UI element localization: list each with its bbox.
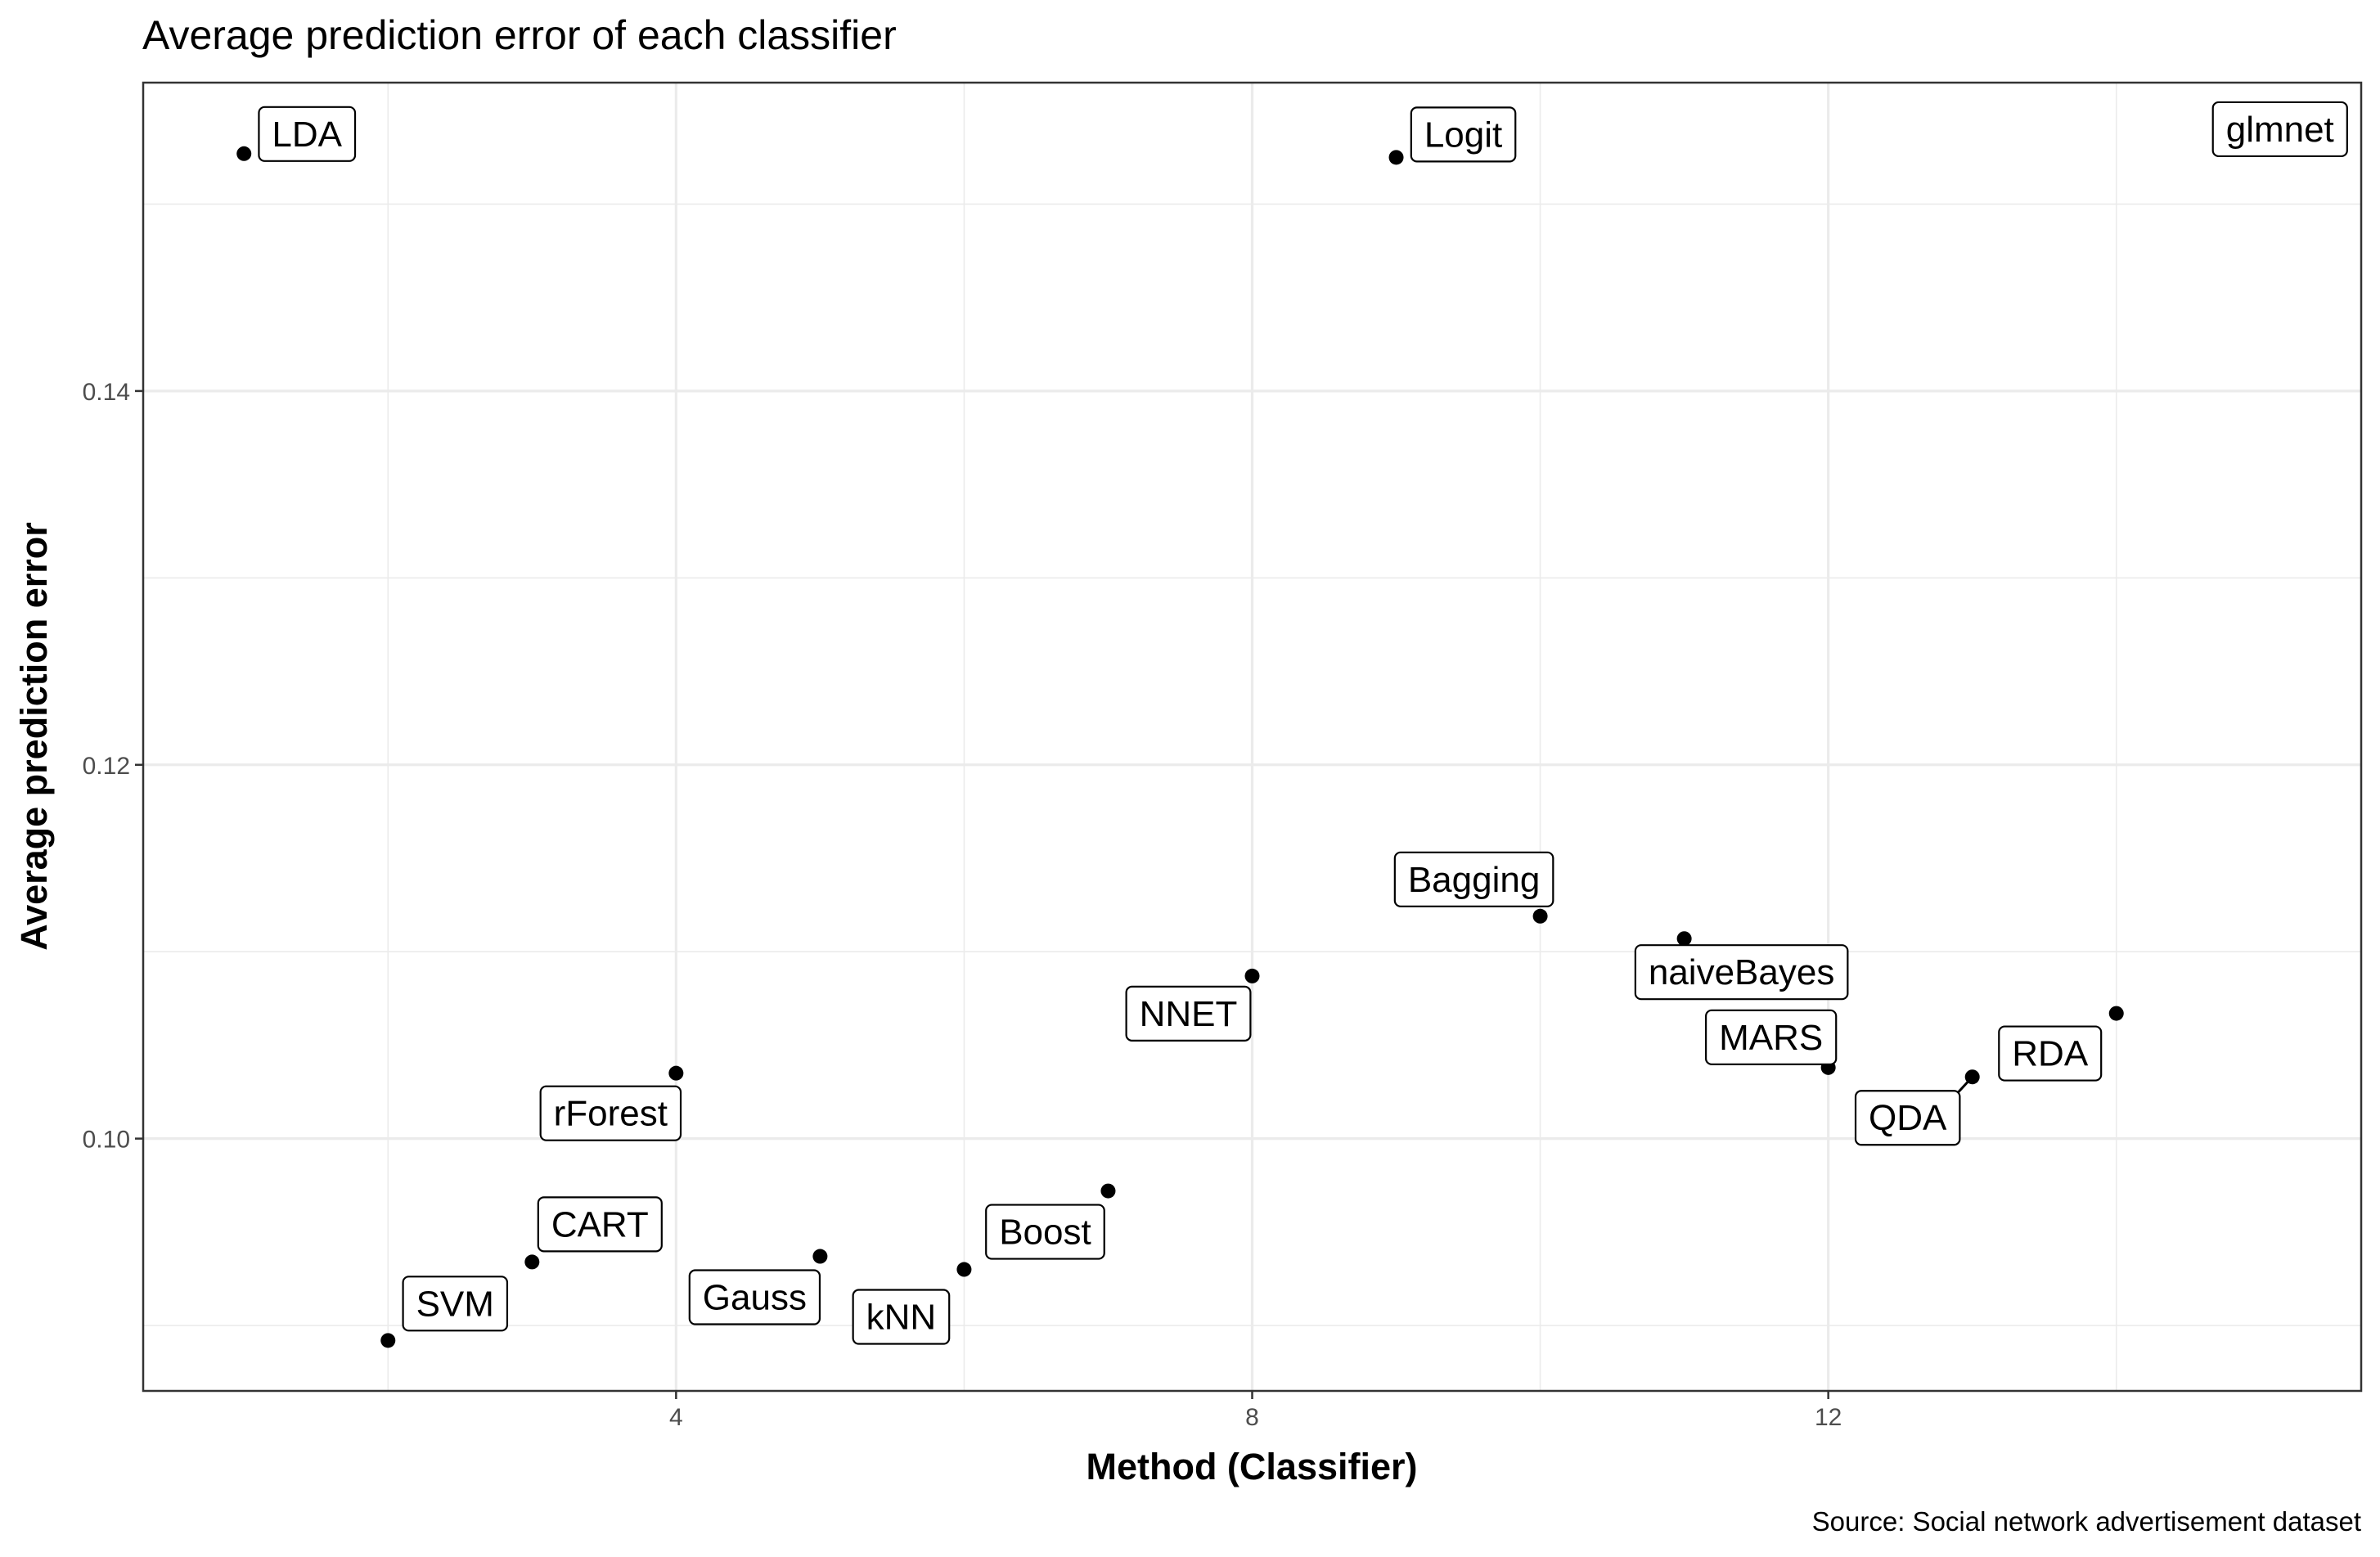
label-text: MARS: [1719, 1018, 1823, 1058]
point-label-boost: Boost: [985, 1204, 1105, 1260]
y-tick-label: 0.14: [83, 379, 130, 406]
label-box: [537, 1196, 663, 1253]
label-text: NNET: [1140, 994, 1238, 1034]
label-text: Logit: [1424, 115, 1502, 155]
label-text: CART: [551, 1204, 649, 1244]
label-text: SVM: [416, 1284, 494, 1324]
x-tick-label: 8: [1245, 1404, 1259, 1431]
label-text: glmnet: [2226, 110, 2334, 150]
data-point-logit: [1388, 150, 1404, 165]
label-box: [539, 1085, 682, 1141]
x-axis-ticks: 4 8 12: [669, 1391, 1842, 1431]
point-label-logit: Logit: [1410, 106, 1517, 163]
x-axis-title: Method (Classifier): [1086, 1446, 1417, 1487]
data-point-svm: [380, 1333, 396, 1348]
label-box: [1998, 1025, 2103, 1082]
y-tick-label: 0.10: [83, 1127, 130, 1154]
data-point-bagging: [1532, 908, 1548, 924]
label-text: kNN: [866, 1298, 937, 1338]
point-labels: LDA SVM CART rForest Gauss kNN Boost NNET Logit B…: [258, 101, 2348, 1345]
label-box: [688, 1269, 821, 1325]
label-text: RDA: [2012, 1034, 2089, 1074]
label-box: [1125, 985, 1252, 1042]
label-text: Boost: [999, 1213, 1091, 1253]
data-point-naivebayes: [1676, 931, 1692, 947]
data-point-rda: [2108, 1006, 2124, 1021]
panel-border: [142, 81, 2363, 1393]
label-text: naiveBayes: [1649, 952, 1834, 992]
point-label-nnet: NNET: [1125, 985, 1252, 1042]
label-box: [402, 1276, 509, 1332]
label-text: Gauss: [703, 1278, 807, 1318]
point-label-qda: QDA: [1854, 1090, 1961, 1146]
data-point-boost: [1100, 1183, 1116, 1199]
point-label-rda: RDA: [1998, 1025, 2103, 1082]
point-label-gauss: Gauss: [688, 1269, 821, 1325]
point-label-glmnet: glmnet: [2211, 101, 2348, 158]
point-label-lda: LDA: [258, 106, 357, 162]
point-label-mars: MARS: [1704, 1009, 1838, 1065]
data-point-rforest: [668, 1065, 684, 1081]
data-point-cart: [524, 1254, 540, 1270]
chart-caption: Source: Social network advertisement dat…: [1812, 1506, 2361, 1537]
x-tick-label: 4: [669, 1404, 683, 1431]
data-point-knn: [956, 1262, 972, 1277]
data-point-nnet: [1244, 968, 1260, 983]
data-point-lda: [236, 146, 252, 161]
label-box: [985, 1204, 1105, 1260]
point-label-knn: kNN: [852, 1289, 951, 1345]
label-text: QDA: [1869, 1098, 1947, 1138]
y-axis-ticks: 0.10 0.12 0.14: [83, 379, 143, 1154]
label-box: [1704, 1009, 1838, 1065]
data-point-qda: [1964, 1069, 1980, 1085]
point-label-cart: CART: [537, 1196, 663, 1253]
label-box: [852, 1289, 951, 1345]
y-tick-label: 0.12: [83, 753, 130, 780]
label-box: [1634, 944, 1849, 1001]
y-axis-title: Average prediction error: [13, 522, 55, 951]
data-points: [236, 140, 2268, 1348]
point-label-naivebayes: naiveBayes: [1634, 944, 1849, 1001]
label-box: [2211, 101, 2348, 158]
x-tick-label: 12: [1815, 1404, 1842, 1431]
chart-title: Average prediction error of each classif…: [142, 12, 897, 58]
label-box: [258, 106, 357, 162]
point-label-svm: SVM: [402, 1276, 509, 1332]
label-box: [1410, 106, 1517, 163]
grid-lines: [143, 83, 2361, 1391]
label-box: [1854, 1090, 1961, 1146]
label-box: [1393, 851, 1554, 907]
data-point-gauss: [812, 1249, 828, 1264]
point-label-bagging: Bagging: [1393, 851, 1554, 907]
label-text: rForest: [554, 1094, 668, 1134]
label-text: LDA: [272, 115, 342, 155]
point-label-rforest: rForest: [539, 1085, 682, 1141]
label-text: Bagging: [1408, 860, 1540, 900]
